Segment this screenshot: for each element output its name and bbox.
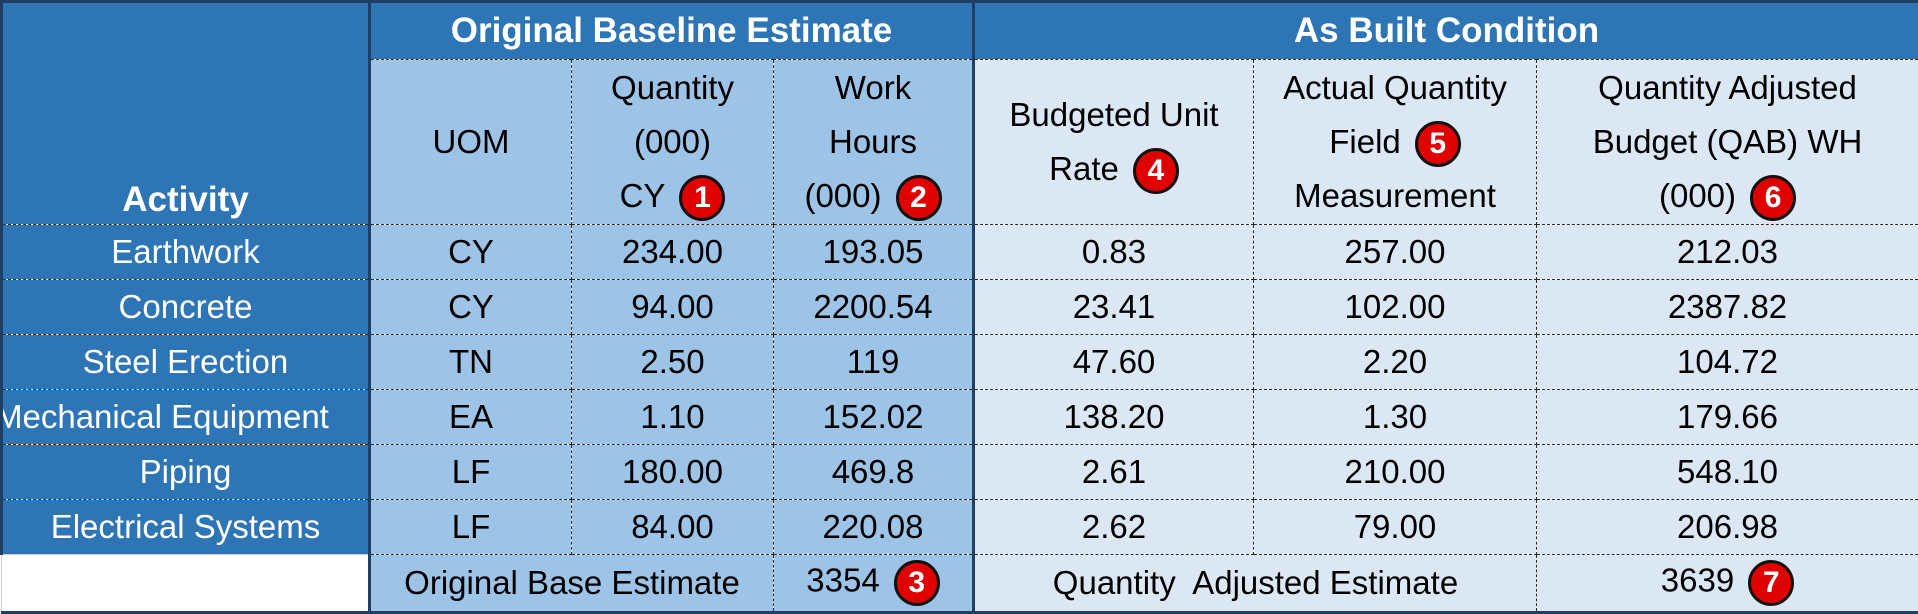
unit-rate-cell: 47.60 — [974, 335, 1254, 390]
activity-cell: Steel Erection — [2, 335, 370, 390]
qab-cell: 2387.82 — [1537, 280, 1918, 335]
activity-cell: Concrete — [2, 280, 370, 335]
work-hours-cell: 2200.54 — [774, 280, 974, 335]
qab-header-line-3: (000) 6 — [1537, 169, 1918, 223]
badge-6: 6 — [1750, 175, 1796, 221]
table-row: Concrete CY 94.00 2200.54 23.41 102.00 2… — [2, 280, 1918, 335]
uom-cell: TN — [370, 335, 572, 390]
actual-qty-cell: 1.30 — [1254, 390, 1537, 445]
quantity-cell: 180.00 — [572, 445, 774, 500]
original-total-number: 3354 — [806, 562, 879, 599]
table-row: Earthwork CY 234.00 193.05 0.83 257.00 2… — [2, 225, 1918, 280]
unit-rate-cell: 2.62 — [974, 500, 1254, 555]
quantity-header-line-3: CY 1 — [572, 169, 773, 223]
badge-7: 7 — [1748, 560, 1794, 606]
uom-cell: LF — [370, 500, 572, 555]
adjusted-total-number: 3639 — [1661, 562, 1734, 599]
work-hours-header-unit: (000) — [804, 177, 881, 214]
quantity-header-line-2: (000) — [572, 115, 773, 169]
qab-cell: 179.66 — [1537, 390, 1918, 445]
original-total-label: Original Base Estimate — [370, 555, 774, 613]
actual-quantity-header: Actual Quantity Field 5 Measurement — [1254, 60, 1537, 225]
table-row: Piping LF 180.00 469.8 2.61 210.00 548.1… — [2, 445, 1918, 500]
work-hours-cell: 469.8 — [774, 445, 974, 500]
qab-cell: 104.72 — [1537, 335, 1918, 390]
qab-header: Quantity Adjusted Budget (QAB) WH (000) 6 — [1537, 60, 1918, 225]
unit-rate-header-line-1: Budgeted Unit — [975, 88, 1253, 142]
work-hours-cell: 119 — [774, 335, 974, 390]
qab-header-unit: (000) — [1659, 177, 1736, 214]
uom-cell: CY — [370, 280, 572, 335]
qab-cell: 548.10 — [1537, 445, 1918, 500]
badge-2: 2 — [896, 175, 942, 221]
work-hours-cell: 193.05 — [774, 225, 974, 280]
badge-5: 5 — [1415, 121, 1461, 167]
actual-qty-header-line-2: Field 5 — [1254, 115, 1536, 169]
work-hours-cell: 220.08 — [774, 500, 974, 555]
quantity-cell: 84.00 — [572, 500, 774, 555]
adjusted-total-value: 3639 7 — [1537, 555, 1918, 613]
adjusted-total-label: Quantity Adjusted Estimate — [974, 555, 1537, 613]
actual-qty-header-line-3: Measurement — [1254, 169, 1536, 223]
quantity-cell: 94.00 — [572, 280, 774, 335]
work-hours-cell: 152.02 — [774, 390, 974, 445]
quantity-cell: 234.00 — [572, 225, 774, 280]
adjusted-total-label-text: Quantity Adjusted Estimate — [1053, 564, 1458, 601]
unit-rate-cell: 138.20 — [974, 390, 1254, 445]
totals-blank-cell — [2, 555, 370, 613]
work-hours-header-line-3: (000) 2 — [774, 169, 972, 223]
actual-qty-cell: 102.00 — [1254, 280, 1537, 335]
qab-cell: 212.03 — [1537, 225, 1918, 280]
activity-cell: Electrical Systems — [2, 500, 370, 555]
actual-qty-cell: 79.00 — [1254, 500, 1537, 555]
work-hours-header-line-2: Hours — [774, 115, 972, 169]
group-original-header: Original Baseline Estimate — [370, 2, 974, 60]
badge-1: 1 — [679, 175, 725, 221]
group-header-row: Activity Original Baseline Estimate As B… — [2, 2, 1918, 60]
unit-rate-cell: 2.61 — [974, 445, 1254, 500]
qab-header-line-1: Quantity Adjusted — [1537, 61, 1918, 115]
unit-rate-cell: 0.83 — [974, 225, 1254, 280]
unit-rate-header-word: Rate — [1049, 150, 1119, 187]
group-as-built-header: As Built Condition — [974, 2, 1918, 60]
original-total-label-text: Original Base Estimate — [404, 564, 740, 601]
qab-header-line-2: Budget (QAB) WH — [1537, 115, 1918, 169]
work-hours-header: Work Hours (000) 2 — [774, 60, 974, 225]
activity-header: Activity — [2, 2, 370, 225]
quantity-cell: 1.10 — [572, 390, 774, 445]
uom-cell: CY — [370, 225, 572, 280]
qab-cell: 206.98 — [1537, 500, 1918, 555]
actual-qty-cell: 257.00 — [1254, 225, 1537, 280]
uom-cell: EA — [370, 390, 572, 445]
activity-header-label: Activity — [122, 180, 248, 219]
table-row: Mechanical Equipment EA 1.10 152.02 138.… — [2, 390, 1918, 445]
work-hours-header-line-1: Work — [774, 61, 972, 115]
actual-qty-header-word: Field — [1329, 123, 1401, 160]
badge-4: 4 — [1133, 148, 1179, 194]
totals-row: Original Base Estimate 3354 3 Quantity Ad… — [2, 555, 1918, 613]
quantity-header-unit: CY — [620, 177, 666, 214]
quantity-cell: 2.50 — [572, 335, 774, 390]
quantity-header-line-1: Quantity — [572, 61, 773, 115]
uom-cell: LF — [370, 445, 572, 500]
unit-rate-header-line-2: Rate 4 — [975, 142, 1253, 196]
table-row: Electrical Systems LF 84.00 220.08 2.62 … — [2, 500, 1918, 555]
quantity-header: Quantity (000) CY 1 — [572, 60, 774, 225]
table-row: Steel Erection TN 2.50 119 47.60 2.20 10… — [2, 335, 1918, 390]
activity-cell: Mechanical Equipment — [2, 390, 370, 445]
unit-rate-cell: 23.41 — [974, 280, 1254, 335]
uom-header: UOM — [370, 60, 572, 225]
actual-qty-header-line-1: Actual Quantity — [1254, 61, 1536, 115]
original-total-value: 3354 3 — [774, 555, 974, 613]
activity-cell: Earthwork — [2, 225, 370, 280]
badge-3: 3 — [894, 560, 940, 606]
budgeted-unit-rate-header: Budgeted Unit Rate 4 — [974, 60, 1254, 225]
actual-qty-cell: 210.00 — [1254, 445, 1537, 500]
activity-cell: Piping — [2, 445, 370, 500]
actual-qty-cell: 2.20 — [1254, 335, 1537, 390]
